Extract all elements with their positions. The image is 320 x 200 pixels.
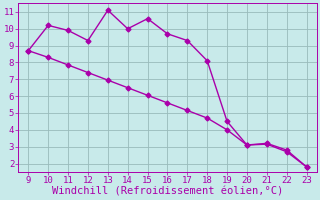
X-axis label: Windchill (Refroidissement éolien,°C): Windchill (Refroidissement éolien,°C) xyxy=(52,187,283,197)
